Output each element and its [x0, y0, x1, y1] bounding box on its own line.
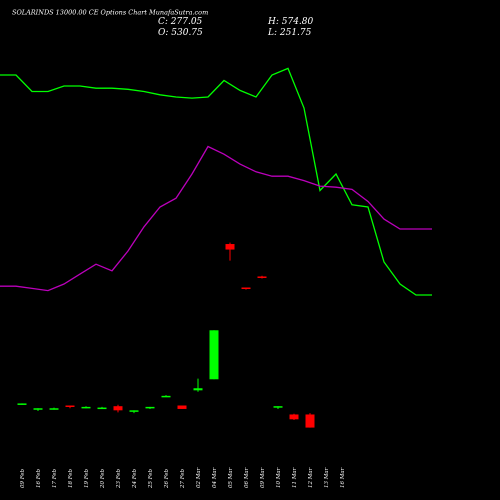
candle-body: [97, 407, 107, 410]
candle: [129, 410, 139, 414]
x-tick-label: 16 Feb: [36, 468, 42, 488]
x-tick-label: 19 Feb: [84, 468, 90, 488]
candle-body: [33, 408, 43, 410]
candle: [193, 378, 203, 392]
x-tick-label: 06 Mar: [244, 467, 250, 488]
candle-body: [257, 276, 267, 278]
candle-body: [113, 406, 123, 411]
low-value: L: 251.75: [267, 28, 312, 38]
x-tick-label: 04 Mar: [212, 467, 218, 488]
x-tick-label: 05 Mar: [228, 467, 234, 488]
candle-body: [241, 287, 251, 290]
x-tick-label: 12 Mar: [308, 467, 314, 488]
candle-body: [273, 406, 283, 408]
candle: [177, 405, 187, 409]
x-tick-label: 17 Feb: [52, 468, 58, 488]
candle-body: [65, 405, 75, 407]
candle: [257, 275, 267, 279]
candle-body: [225, 244, 235, 250]
candle-body: [49, 408, 59, 410]
x-tick-label: 18 Feb: [68, 468, 74, 488]
candle-body: [209, 330, 219, 380]
candle-body: [193, 388, 203, 391]
candle: [209, 330, 219, 380]
candle: [65, 405, 75, 409]
x-tick-label: 26 Feb: [164, 468, 170, 489]
indicator-line: [0, 67, 432, 296]
indicator-line: [0, 145, 432, 292]
candles: [17, 242, 315, 428]
x-tick-label: 24 Feb: [132, 468, 138, 489]
candle: [289, 413, 299, 420]
x-axis-ticks: 09 Feb 16 Feb 17 Feb 18 Feb 19 Feb 20 Feb 23 F…: [20, 467, 346, 489]
x-tick-label: 09 Mar: [260, 467, 266, 488]
candle: [273, 406, 283, 409]
candle-body: [81, 406, 91, 409]
candle-body: [161, 395, 171, 398]
x-tick-label: 09 Feb: [20, 468, 26, 488]
open-value: O: 530.75: [158, 28, 203, 38]
high-value: H: 574.80: [267, 17, 314, 27]
close-value: C: 277.05: [158, 17, 203, 27]
candle-body: [289, 414, 299, 420]
candle-body: [17, 403, 27, 405]
indicator-lines: [0, 67, 432, 296]
candle: [225, 242, 235, 261]
candle: [17, 403, 27, 405]
candle: [113, 404, 123, 413]
x-tick-label: 16 Mar: [340, 467, 346, 488]
candle: [305, 413, 315, 428]
x-tick-label: 02 Mar: [196, 467, 202, 488]
candle-body: [305, 414, 315, 428]
x-tick-label: 23 Feb: [116, 468, 122, 489]
candle: [145, 406, 155, 409]
x-tick-label: 13 Mar: [324, 467, 330, 488]
candle: [97, 406, 107, 410]
x-tick-label: 11 Mar: [292, 467, 298, 488]
candle-body: [145, 406, 155, 409]
candle: [161, 395, 171, 398]
x-tick-label: 10 Mar: [276, 467, 282, 488]
candle-body: [177, 405, 187, 409]
candle: [241, 287, 251, 290]
candle: [33, 408, 43, 412]
x-tick-label: 25 Feb: [148, 468, 154, 489]
chart-title: SOLARINDS 13000.00 CE Options Chart Muna…: [12, 9, 208, 17]
candle: [81, 406, 91, 409]
candle-body: [129, 410, 139, 412]
x-tick-label: 27 Feb: [180, 468, 186, 489]
candle: [49, 407, 59, 410]
x-tick-label: 20 Feb: [100, 468, 106, 489]
